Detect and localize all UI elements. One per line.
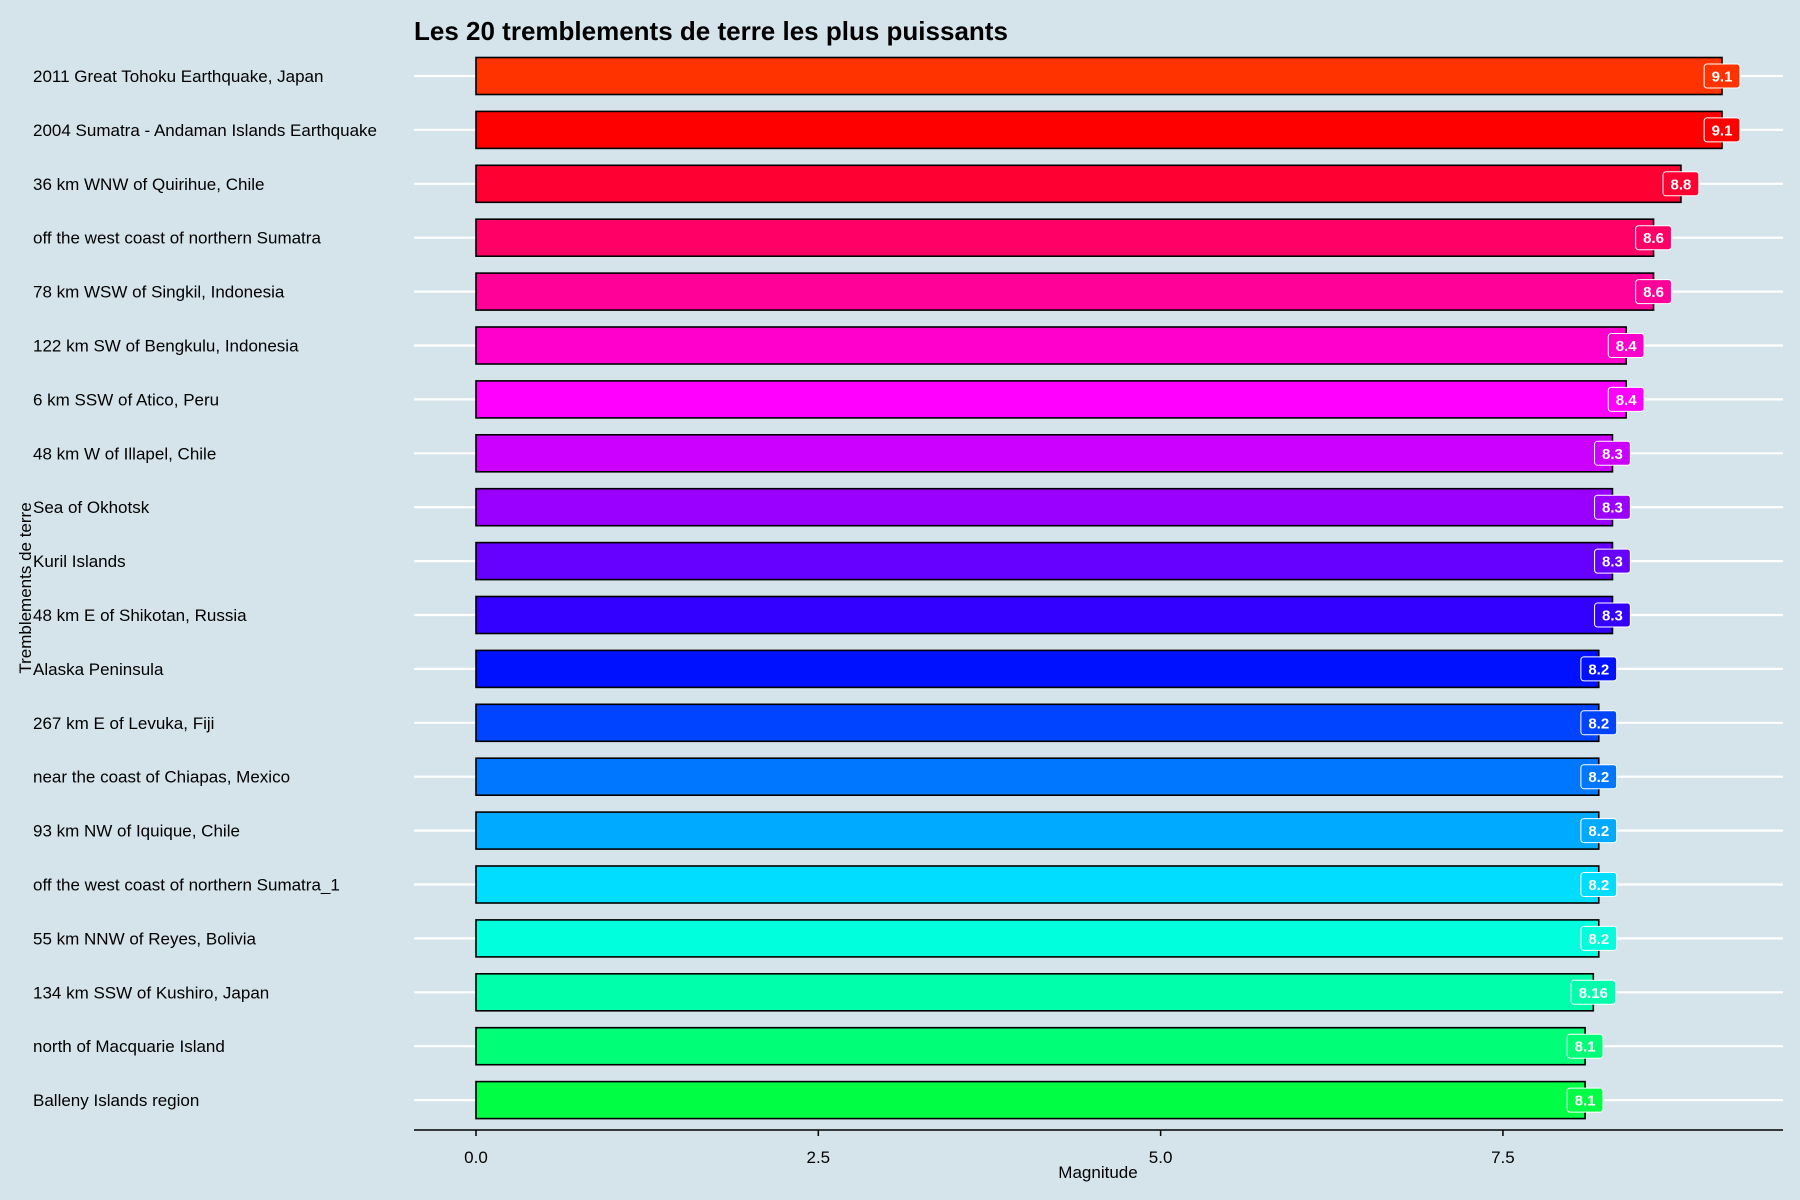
bar	[475, 218, 1655, 257]
value-label-box	[1580, 925, 1618, 951]
bars	[475, 56, 1723, 1120]
category-label: 2011 Great Tohoku Earthquake, Japan	[33, 67, 323, 86]
value-label: 8.2	[1588, 769, 1609, 786]
bar	[475, 595, 1614, 635]
value-label-box	[1570, 979, 1616, 1005]
value-label: 8.2	[1588, 661, 1609, 678]
category-label: 48 km W of Illapel, Chile	[33, 444, 216, 463]
value-label: 8.2	[1588, 931, 1609, 948]
value-label-box	[1703, 63, 1741, 89]
bar	[475, 1080, 1586, 1120]
bar	[475, 649, 1600, 689]
category-labels: 2011 Great Tohoku Earthquake, Japan 2004 …	[33, 67, 377, 1110]
bar	[475, 1026, 1586, 1066]
value-label-box	[1594, 548, 1631, 574]
x-tick-label: 5.0	[1149, 1148, 1173, 1167]
value-label-box	[1662, 171, 1700, 197]
bar	[475, 757, 1600, 797]
value-label-box	[1607, 386, 1645, 412]
category-label: off the west coast of northern Sumatra_1	[33, 876, 340, 895]
value-label: 8.4	[1616, 392, 1638, 409]
x-tick-label: 7.5	[1491, 1148, 1515, 1167]
bar	[475, 541, 1614, 581]
category-label: Alaska Peninsula	[33, 660, 164, 679]
value-label-box	[1580, 710, 1618, 736]
value-label-box	[1566, 1087, 1604, 1113]
category-label: 134 km SSW of Kushiro, Japan	[33, 983, 269, 1002]
value-label-box	[1635, 279, 1672, 305]
value-label: 8.3	[1602, 554, 1623, 571]
value-label: 8.2	[1588, 715, 1609, 732]
bar	[475, 433, 1614, 473]
value-label-box	[1635, 225, 1672, 251]
chart-title: Les 20 tremblements de terre les plus pu…	[414, 16, 1008, 46]
value-label: 8.16	[1579, 985, 1608, 1002]
value-label: 8.3	[1602, 446, 1623, 463]
value-labels: 9.1 9.1 8.8 8.6 8.6 8.4 8.4 8.3 8.3 8.3 8.3 8.2 8.2 8…	[1566, 63, 1741, 1113]
bar	[475, 811, 1600, 850]
x-tick-label: 0.0	[464, 1148, 488, 1167]
x-axis-title: Magnitude	[1058, 1163, 1137, 1182]
value-label-box	[1580, 764, 1618, 790]
value-label: 8.8	[1670, 176, 1691, 193]
category-label: 93 km NW of Iquique, Chile	[33, 822, 240, 841]
category-label: 36 km WNW of Quirihue, Chile	[33, 175, 264, 194]
bar	[475, 164, 1682, 204]
value-label: 8.3	[1602, 500, 1623, 517]
value-label-box	[1703, 117, 1741, 143]
category-label: 55 km NNW of Reyes, Bolivia	[33, 929, 256, 948]
category-label: Sea of Okhotsk	[33, 498, 150, 517]
value-label: 8.6	[1643, 230, 1664, 247]
value-label-box	[1580, 818, 1618, 844]
category-label: 122 km SW of Bengkulu, Indonesia	[33, 337, 299, 356]
value-label: 9.1	[1712, 69, 1733, 86]
bar	[475, 919, 1600, 958]
value-label: 9.1	[1712, 122, 1733, 139]
bar	[475, 56, 1723, 96]
value-label-box	[1580, 656, 1618, 682]
value-label-box	[1594, 494, 1631, 520]
value-label-box	[1566, 1033, 1604, 1059]
bar	[475, 380, 1627, 419]
category-label: 78 km WSW of Singkil, Indonesia	[33, 283, 285, 302]
value-label-box	[1594, 440, 1631, 466]
value-label-box	[1594, 602, 1631, 628]
bar	[475, 972, 1595, 1012]
value-label: 8.1	[1575, 1039, 1596, 1056]
category-label: 267 km E of Levuka, Fiji	[33, 714, 214, 733]
x-axis: 0.0 2.5 5.0 7.5	[414, 1129, 1783, 1167]
value-label: 8.6	[1643, 284, 1664, 301]
value-label: 8.2	[1588, 877, 1609, 894]
value-label: 8.4	[1616, 338, 1638, 355]
y-axis-title: Tremblements de terre	[16, 502, 35, 673]
category-label: north of Macquarie Island	[33, 1037, 225, 1056]
bar	[475, 110, 1723, 150]
category-label: 2004 Sumatra - Andaman Islands Earthquak…	[33, 121, 377, 140]
category-label: Kuril Islands	[33, 552, 126, 571]
category-label: 48 km E of Shikotan, Russia	[33, 606, 247, 625]
category-label: 6 km SSW of Atico, Peru	[33, 390, 219, 409]
bar	[475, 865, 1600, 904]
value-label: 8.3	[1602, 608, 1623, 625]
value-label-box	[1607, 333, 1645, 358]
bar	[475, 326, 1627, 365]
value-label-box	[1580, 872, 1618, 897]
x-tick-label: 2.5	[806, 1148, 830, 1167]
category-label: Balleny Islands region	[33, 1091, 199, 1110]
value-label: 8.1	[1575, 1093, 1596, 1110]
bar	[475, 703, 1600, 743]
bar	[475, 487, 1614, 527]
value-label: 8.2	[1588, 823, 1609, 840]
bar	[475, 272, 1655, 311]
category-label: off the west coast of northern Sumatra	[33, 229, 321, 248]
category-label: near the coast of Chiapas, Mexico	[33, 768, 290, 787]
